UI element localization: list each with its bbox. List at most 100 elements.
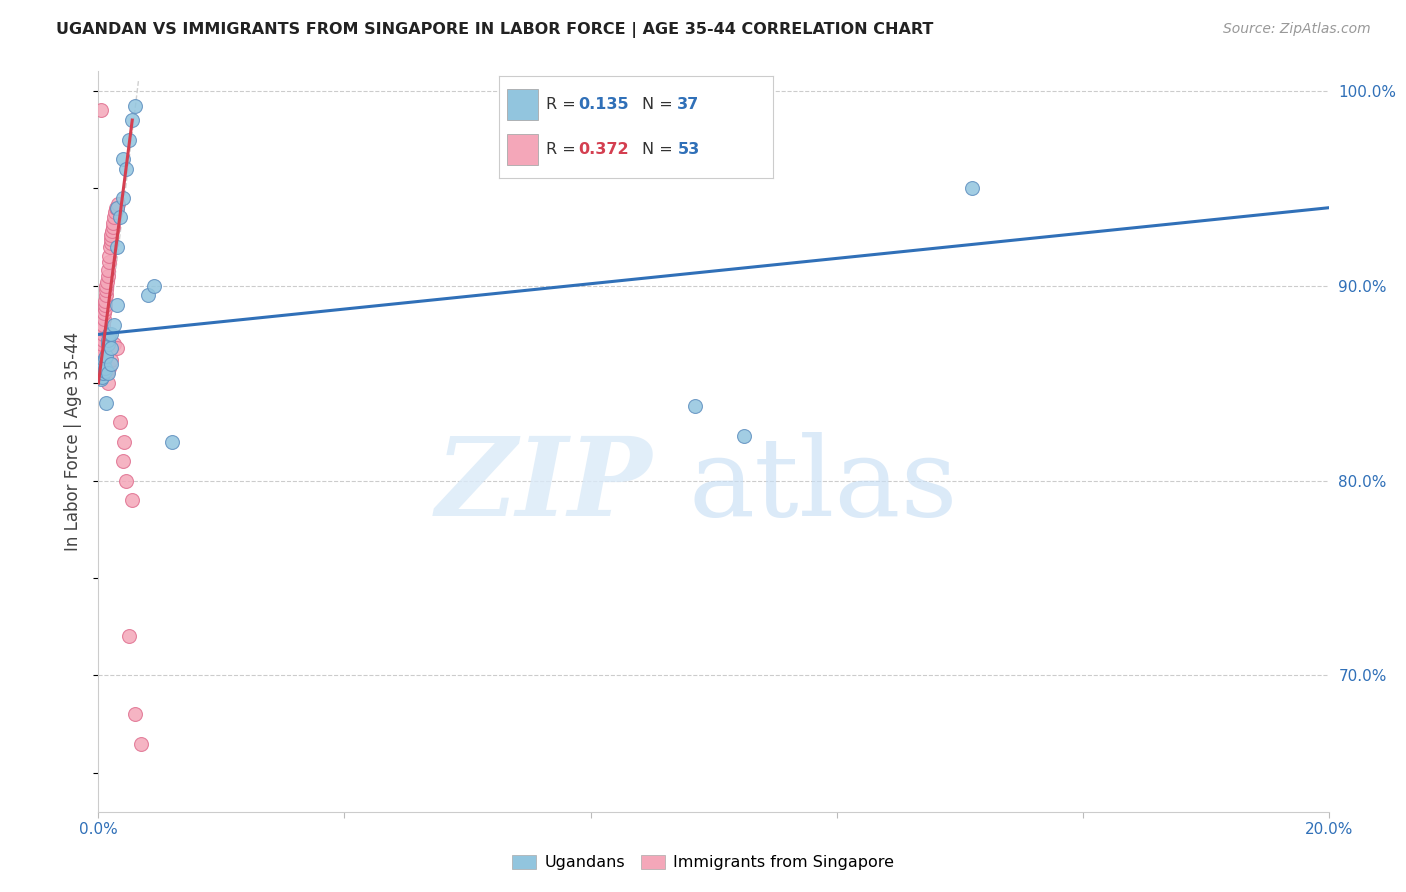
- Point: [93, 301, 115, 316]
- Point: [97, 263, 120, 277]
- Point: [142, 278, 165, 293]
- Point: [90, 103, 112, 118]
- Point: [101, 224, 124, 238]
- Point: [104, 204, 127, 219]
- Text: ZIP: ZIP: [436, 433, 652, 540]
- Point: [93, 360, 115, 375]
- Point: [93, 298, 115, 312]
- Point: [100, 357, 122, 371]
- Text: N =: N =: [641, 142, 678, 157]
- Point: [93, 311, 115, 326]
- Point: [100, 352, 122, 367]
- Point: [94, 349, 117, 363]
- Point: [87, 367, 110, 381]
- Point: [108, 211, 131, 225]
- Point: [90, 364, 112, 378]
- Point: [96, 395, 118, 409]
- Text: Source: ZipAtlas.com: Source: ZipAtlas.com: [1223, 22, 1371, 37]
- Point: [98, 249, 121, 263]
- Point: [93, 318, 115, 332]
- Point: [96, 275, 118, 289]
- Point: [93, 306, 115, 320]
- Point: [112, 454, 135, 468]
- Point: [105, 298, 128, 312]
- Point: [100, 341, 122, 355]
- Text: 0.135: 0.135: [579, 97, 630, 112]
- Point: [97, 255, 120, 269]
- Point: [101, 220, 124, 235]
- Point: [94, 294, 117, 309]
- Point: [136, 288, 159, 302]
- Point: [107, 197, 129, 211]
- Point: [96, 278, 118, 293]
- Point: [90, 357, 112, 371]
- Point: [104, 201, 127, 215]
- Point: [118, 132, 141, 146]
- Point: [115, 161, 138, 176]
- Text: UGANDAN VS IMMIGRANTS FROM SINGAPORE IN LABOR FORCE | AGE 35-44 CORRELATION CHAR: UGANDAN VS IMMIGRANTS FROM SINGAPORE IN …: [56, 22, 934, 38]
- Point: [105, 341, 128, 355]
- Point: [162, 434, 183, 449]
- Point: [118, 629, 141, 643]
- Text: 53: 53: [678, 142, 700, 157]
- Point: [98, 240, 121, 254]
- Point: [98, 327, 121, 342]
- Point: [105, 201, 128, 215]
- Text: N =: N =: [641, 97, 678, 112]
- Y-axis label: In Labor Force | Age 35-44: In Labor Force | Age 35-44: [65, 332, 83, 551]
- Point: [93, 357, 115, 371]
- Point: [105, 201, 128, 215]
- Point: [97, 333, 120, 347]
- Point: [91, 347, 114, 361]
- Point: [103, 211, 125, 225]
- Text: 0.372: 0.372: [579, 142, 630, 157]
- Point: [91, 327, 114, 342]
- Point: [93, 362, 115, 376]
- Point: [112, 434, 135, 449]
- Point: [94, 283, 117, 297]
- Point: [121, 493, 143, 508]
- Point: [89, 352, 111, 367]
- Point: [90, 372, 112, 386]
- Point: [100, 235, 122, 250]
- Point: [91, 367, 114, 381]
- Point: [100, 327, 122, 342]
- Point: [89, 360, 111, 375]
- Point: [112, 152, 135, 166]
- Point: [683, 400, 706, 414]
- Point: [91, 337, 114, 351]
- Point: [124, 99, 146, 113]
- Point: [131, 737, 153, 751]
- Text: R =: R =: [546, 97, 581, 112]
- Point: [960, 181, 983, 195]
- Point: [97, 376, 120, 390]
- Point: [97, 364, 120, 378]
- FancyBboxPatch shape: [508, 135, 537, 165]
- Point: [94, 288, 117, 302]
- FancyBboxPatch shape: [508, 89, 537, 120]
- Point: [93, 352, 115, 367]
- Point: [103, 216, 125, 230]
- Point: [93, 351, 115, 365]
- Point: [97, 268, 120, 283]
- Point: [93, 321, 115, 335]
- Point: [90, 341, 112, 355]
- Point: [97, 367, 120, 381]
- Point: [91, 370, 114, 384]
- Point: [112, 191, 135, 205]
- Point: [91, 333, 114, 347]
- Point: [124, 707, 146, 722]
- Point: [733, 428, 755, 442]
- Point: [121, 113, 143, 128]
- Point: [90, 351, 112, 365]
- Legend: Ugandans, Immigrants from Singapore: Ugandans, Immigrants from Singapore: [506, 848, 900, 877]
- Point: [103, 318, 125, 332]
- Text: atlas: atlas: [689, 433, 959, 540]
- Point: [98, 360, 121, 375]
- Point: [105, 240, 128, 254]
- Point: [100, 232, 122, 246]
- Point: [93, 364, 115, 378]
- Point: [97, 337, 120, 351]
- Text: R =: R =: [546, 142, 581, 157]
- Point: [100, 227, 122, 242]
